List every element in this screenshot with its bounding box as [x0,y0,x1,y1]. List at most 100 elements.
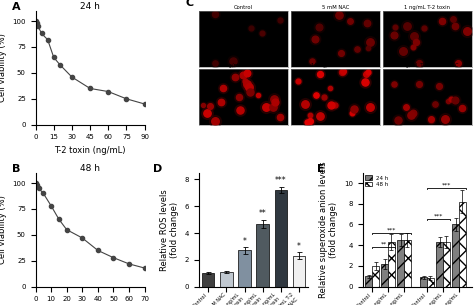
Point [308,59,316,64]
Point [427,117,435,121]
Point [361,80,368,84]
Point [244,70,251,75]
Point [351,106,358,111]
Point [451,23,458,28]
Point [206,104,214,109]
Point [390,33,398,38]
Point [211,61,219,66]
Point [402,105,410,110]
Bar [404,240,411,287]
Point [244,85,252,90]
Bar [443,242,450,287]
Point [427,117,435,122]
Point [399,48,407,53]
Point [361,80,368,84]
Point [270,96,278,101]
Text: *: * [297,242,301,251]
Point [315,25,323,30]
Point [276,17,284,22]
Title: 5 ng/mL T-2 toxin+NAC: 5 ng/mL T-2 toxin+NAC [397,63,458,68]
Point [294,79,302,84]
Point [211,12,219,17]
Point [390,33,398,38]
Point [420,25,428,30]
Point [366,39,374,44]
Legend: 24 h, 48 h: 24 h, 48 h [365,175,389,187]
Point [365,70,372,75]
Point [449,16,456,21]
Point [354,47,361,52]
Point [451,23,458,28]
Y-axis label: Relative superoxide anion levels
(fold change): Relative superoxide anion levels (fold c… [319,161,338,298]
Point [415,61,422,66]
Point [362,72,369,77]
Point [390,82,398,87]
Point [301,101,309,106]
Point [427,117,435,122]
Point [438,18,445,23]
Bar [220,272,233,287]
Point [239,73,247,77]
Point [229,59,237,64]
Point [328,102,335,107]
Point [306,112,313,117]
Point [245,84,253,89]
Title: 24 h: 24 h [80,2,100,11]
Point [451,98,458,103]
Point [239,73,247,77]
Point [366,104,374,109]
Point [311,36,319,41]
Bar [238,250,251,287]
Point [412,39,419,44]
Point [317,113,324,118]
Point [449,16,456,21]
Point [348,110,356,115]
Point [451,98,458,103]
Bar [274,190,287,287]
Point [420,25,428,30]
Point [206,104,214,109]
Point [351,106,358,111]
Point [270,96,278,101]
Point [269,105,277,110]
Point [458,106,465,110]
Point [410,45,417,50]
Point [247,26,255,30]
Point [306,112,313,117]
Point [211,119,219,124]
Point [364,46,372,51]
Bar [420,277,427,287]
Point [231,74,239,79]
Point [242,79,249,84]
Point [346,19,354,23]
Bar [372,266,379,287]
Point [415,61,422,66]
Text: C: C [186,0,194,8]
Point [416,81,423,86]
Point [231,74,239,79]
Text: ***: *** [434,214,443,219]
Point [391,24,398,29]
Point [337,50,345,55]
X-axis label: T-2 toxin (ng/mL): T-2 toxin (ng/mL) [55,146,126,155]
Point [410,34,418,38]
Point [317,113,324,118]
Point [246,89,254,94]
Point [326,85,334,90]
Point [269,105,277,110]
Point [276,114,283,119]
Point [236,108,243,113]
Point [331,102,338,107]
Point [328,102,335,107]
Point [364,21,371,26]
Bar [293,256,305,287]
Point [199,102,207,107]
Point [247,26,255,30]
Point [431,101,438,106]
Point [199,102,207,107]
Point [308,59,316,64]
Point [276,114,283,119]
Bar [388,242,395,287]
Point [337,50,345,55]
Point [255,92,262,97]
